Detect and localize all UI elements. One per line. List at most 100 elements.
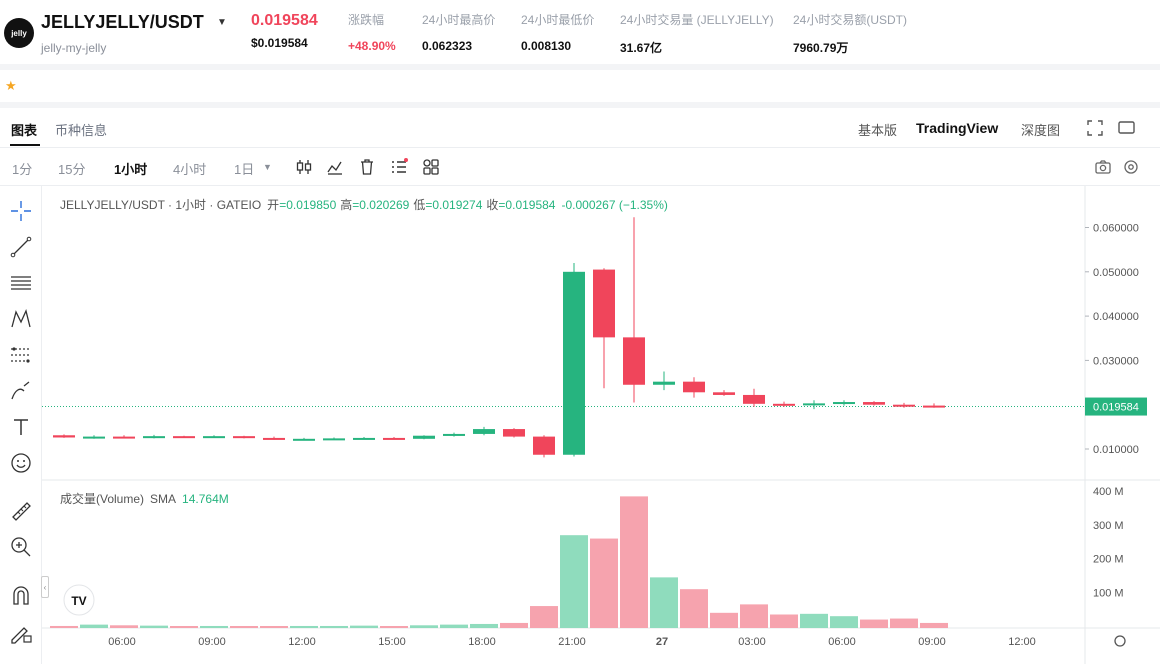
lock-drawing-icon[interactable] <box>10 622 32 644</box>
legend-open-label: 开 <box>267 198 279 212</box>
volume-bar <box>80 624 108 628</box>
timeframe-4h[interactable]: 4小时 <box>173 162 207 177</box>
candle-body <box>263 437 285 440</box>
ruler-icon[interactable] <box>10 500 32 522</box>
volume-bar <box>530 606 558 628</box>
tab-coin-info[interactable]: 币种信息 <box>55 123 108 138</box>
time-tick-label: 15:00 <box>378 636 406 648</box>
drawing-toolbar <box>0 186 42 664</box>
ticker-header: jelly JELLYJELLY/USDT ▼ jelly-my-jelly 0… <box>0 0 1160 64</box>
chart-panel: 图表 币种信息 基本版 TradingView 深度图 1分 15分 1小时 4… <box>0 108 1160 664</box>
volume-bar <box>260 626 288 628</box>
tradingview-logo-text: TV <box>71 594 86 608</box>
volume-bar <box>560 535 588 628</box>
volume-bar <box>650 577 678 628</box>
layout-grid-icon[interactable] <box>422 158 440 176</box>
coin-logo: jelly <box>4 18 34 48</box>
candle-body <box>473 429 495 434</box>
trend-line-icon[interactable] <box>10 236 32 258</box>
timeframe-15m[interactable]: 15分 <box>58 162 86 177</box>
magnet-icon[interactable] <box>10 584 32 606</box>
volume-bar <box>680 589 708 628</box>
volume-bar <box>350 625 378 628</box>
candle-body <box>893 404 915 407</box>
last-price: 0.019584 <box>251 12 318 29</box>
volume-bar <box>770 614 798 628</box>
camera-icon[interactable] <box>1094 158 1112 176</box>
fib-icon[interactable] <box>10 344 32 366</box>
tab-basic[interactable]: 基本版 <box>858 123 898 138</box>
stat-high: 24小时最高价 0.062323 <box>422 11 495 53</box>
candle-body <box>413 435 435 439</box>
pair-title[interactable]: JELLYJELLY/USDT <box>41 12 204 32</box>
time-tick-label: 06:00 <box>828 636 856 648</box>
chevron-down-icon[interactable]: ▼ <box>263 162 272 172</box>
volume-bar <box>440 624 468 628</box>
candle-type-icon[interactable] <box>295 158 313 176</box>
stat-low: 24小时最低价 0.008130 <box>521 11 594 53</box>
price-tick-label: 0.060000 <box>1093 223 1139 235</box>
candle-body <box>203 436 225 439</box>
chevron-down-icon[interactable]: ▼ <box>217 17 227 28</box>
crosshair-icon[interactable] <box>10 200 32 222</box>
legend-low-label: 低 <box>413 198 425 212</box>
volume-legend-sma: SMA <box>150 492 176 506</box>
candle-body <box>383 437 405 440</box>
tab-depth[interactable]: 深度图 <box>1021 123 1061 138</box>
time-tick-label: 18:00 <box>468 636 496 648</box>
zoom-in-icon[interactable] <box>10 536 32 558</box>
time-tick-label: 09:00 <box>918 636 946 648</box>
indicator-icon[interactable] <box>326 158 344 176</box>
timeframe-1h[interactable]: 1小时 <box>114 162 148 177</box>
price-tick-label: 0.040000 <box>1093 311 1139 323</box>
candle-body <box>803 403 825 406</box>
candle-body <box>173 436 195 439</box>
text-icon[interactable] <box>10 416 32 438</box>
time-tick-label: 12:00 <box>288 636 316 648</box>
volume-bar <box>890 618 918 628</box>
fullscreen-icon[interactable] <box>1087 120 1103 136</box>
tradingview-logo <box>63 584 95 616</box>
settings-icon[interactable] <box>1122 158 1140 176</box>
pattern-icon[interactable] <box>10 308 32 330</box>
candle-body <box>143 436 165 439</box>
stat-change: 涨跌幅 +48.90% <box>348 11 396 53</box>
collapse-toolbar-button[interactable]: ‹ <box>41 576 49 598</box>
timeframe-1d[interactable]: 1日 <box>234 162 255 177</box>
price-tick-label: 0.030000 <box>1093 355 1139 367</box>
tab-chart[interactable]: 图表 <box>11 123 38 138</box>
volume-bar <box>740 604 768 628</box>
horizontal-lines-icon[interactable] <box>10 272 32 294</box>
volume-tick-label: 400 M <box>1093 486 1124 498</box>
candle-body <box>503 429 525 437</box>
tab-tradingview[interactable]: TradingView <box>916 120 999 136</box>
timeframe-1m[interactable]: 1分 <box>12 162 33 177</box>
candle-body <box>293 438 315 441</box>
volume-legend-label: 成交量(Volume) <box>60 491 144 506</box>
price-chart[interactable]: 0.0100000.0200000.0300000.0400000.050000… <box>0 108 1160 664</box>
price-tick-label: 0.050000 <box>1093 267 1139 279</box>
trash-icon[interactable] <box>358 158 376 176</box>
brush-icon[interactable] <box>10 380 32 402</box>
volume-bar <box>920 622 948 628</box>
candle-body <box>863 402 885 405</box>
volume-tick-label: 100 M <box>1093 587 1124 599</box>
stat-label: 涨跌幅 <box>348 13 385 27</box>
emoji-icon[interactable] <box>10 452 32 474</box>
window-icon[interactable] <box>1118 120 1136 136</box>
star-icon[interactable]: ★ <box>5 78 17 93</box>
list-icon[interactable] <box>390 158 408 176</box>
candle-body <box>593 269 615 338</box>
stat-value: 0.062323 <box>422 39 473 53</box>
candle-body <box>923 405 945 408</box>
stat-volume: 24小时交易量 (JELLYJELLY) 31.67亿 <box>620 11 774 56</box>
volume-bar <box>200 625 228 628</box>
volume-bar <box>860 619 888 628</box>
time-tick-label: 03:00 <box>738 636 766 648</box>
legend-high: =0.020269 <box>352 198 409 212</box>
volume-bar <box>710 612 738 628</box>
candle-body <box>83 436 105 439</box>
volume-bar <box>590 538 618 628</box>
stat-value: +48.90% <box>348 39 396 53</box>
volume-bar <box>110 625 138 628</box>
